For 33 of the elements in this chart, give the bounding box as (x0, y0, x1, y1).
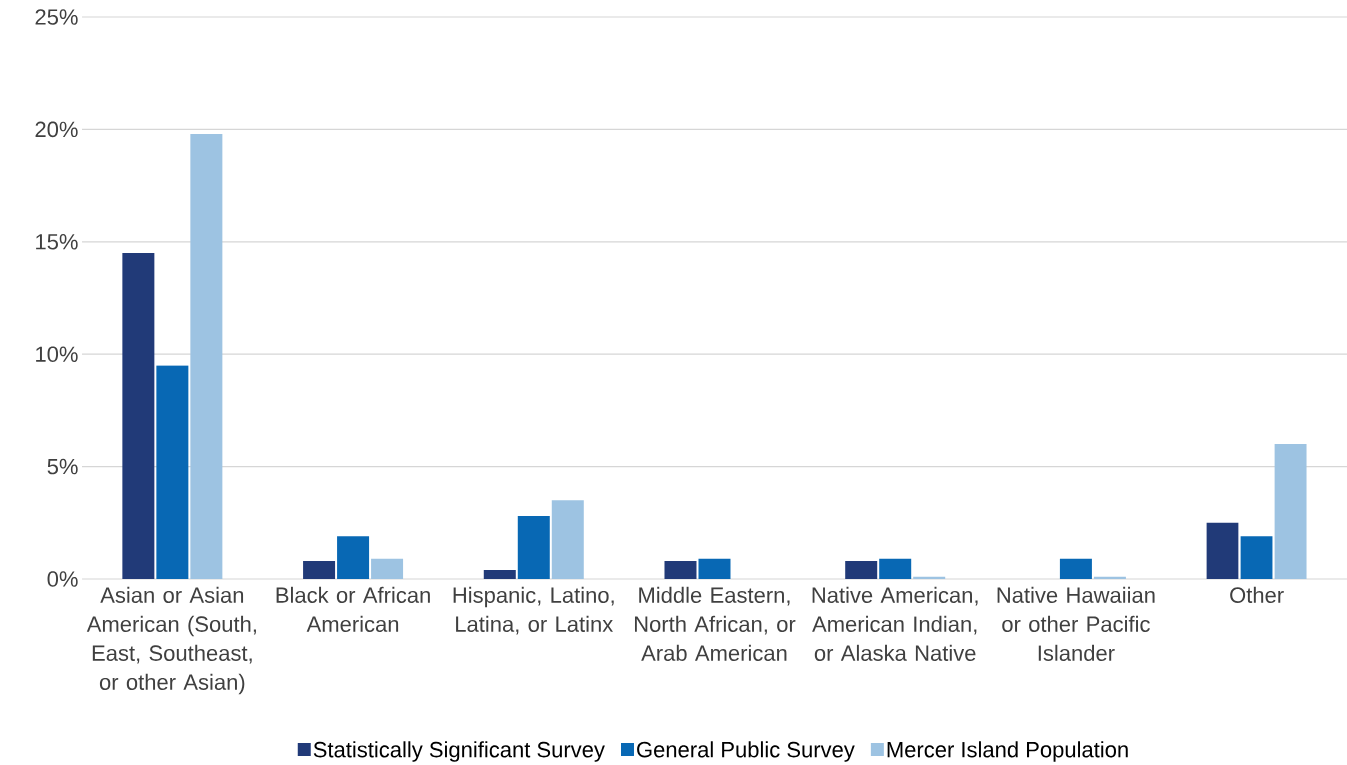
bar (337, 536, 370, 579)
x-tick-label: Hispanic, Latino, Latina, or Latinx (453, 586, 614, 635)
x-tick-label: Black or African American (276, 586, 430, 632)
bar (1240, 536, 1273, 579)
x-tick-label: Middle Eastern, North African, or Arab American (634, 586, 796, 661)
legend-label: Mercer Island Population (887, 741, 1128, 762)
bar (1274, 444, 1307, 579)
bar (122, 253, 155, 579)
bar (371, 558, 404, 579)
x-tick-label: Asian or Asian American (South, East, Southeast, or other Asian) (86, 586, 256, 695)
bar (303, 561, 336, 579)
bar (1059, 558, 1092, 579)
y-tick-label: 5% (47, 458, 78, 475)
x-tick-label: Native Hawaiian or other Pacific Islander (997, 586, 1155, 661)
bar (517, 516, 550, 579)
bar (1206, 522, 1239, 579)
bar (698, 558, 731, 579)
bar (156, 365, 189, 579)
y-tick-label: 20% (35, 121, 78, 138)
bar (845, 561, 878, 579)
y-tick-label: 15% (36, 234, 78, 250)
y-tick-label: 25% (35, 9, 78, 25)
x-tick-label: Native American, American Indian, or Alaska Native (812, 586, 978, 661)
bar (879, 558, 912, 579)
legend-label: Statistically Significant Survey (313, 741, 605, 762)
x-tick-label: Other (1230, 586, 1284, 603)
bar (551, 500, 584, 579)
y-tick-label: 10% (36, 346, 78, 362)
bar (483, 569, 516, 579)
legend-label: General Public Survey (637, 741, 855, 762)
bar (190, 133, 223, 579)
bar (664, 561, 697, 579)
y-tick-label: 0% (47, 571, 78, 587)
